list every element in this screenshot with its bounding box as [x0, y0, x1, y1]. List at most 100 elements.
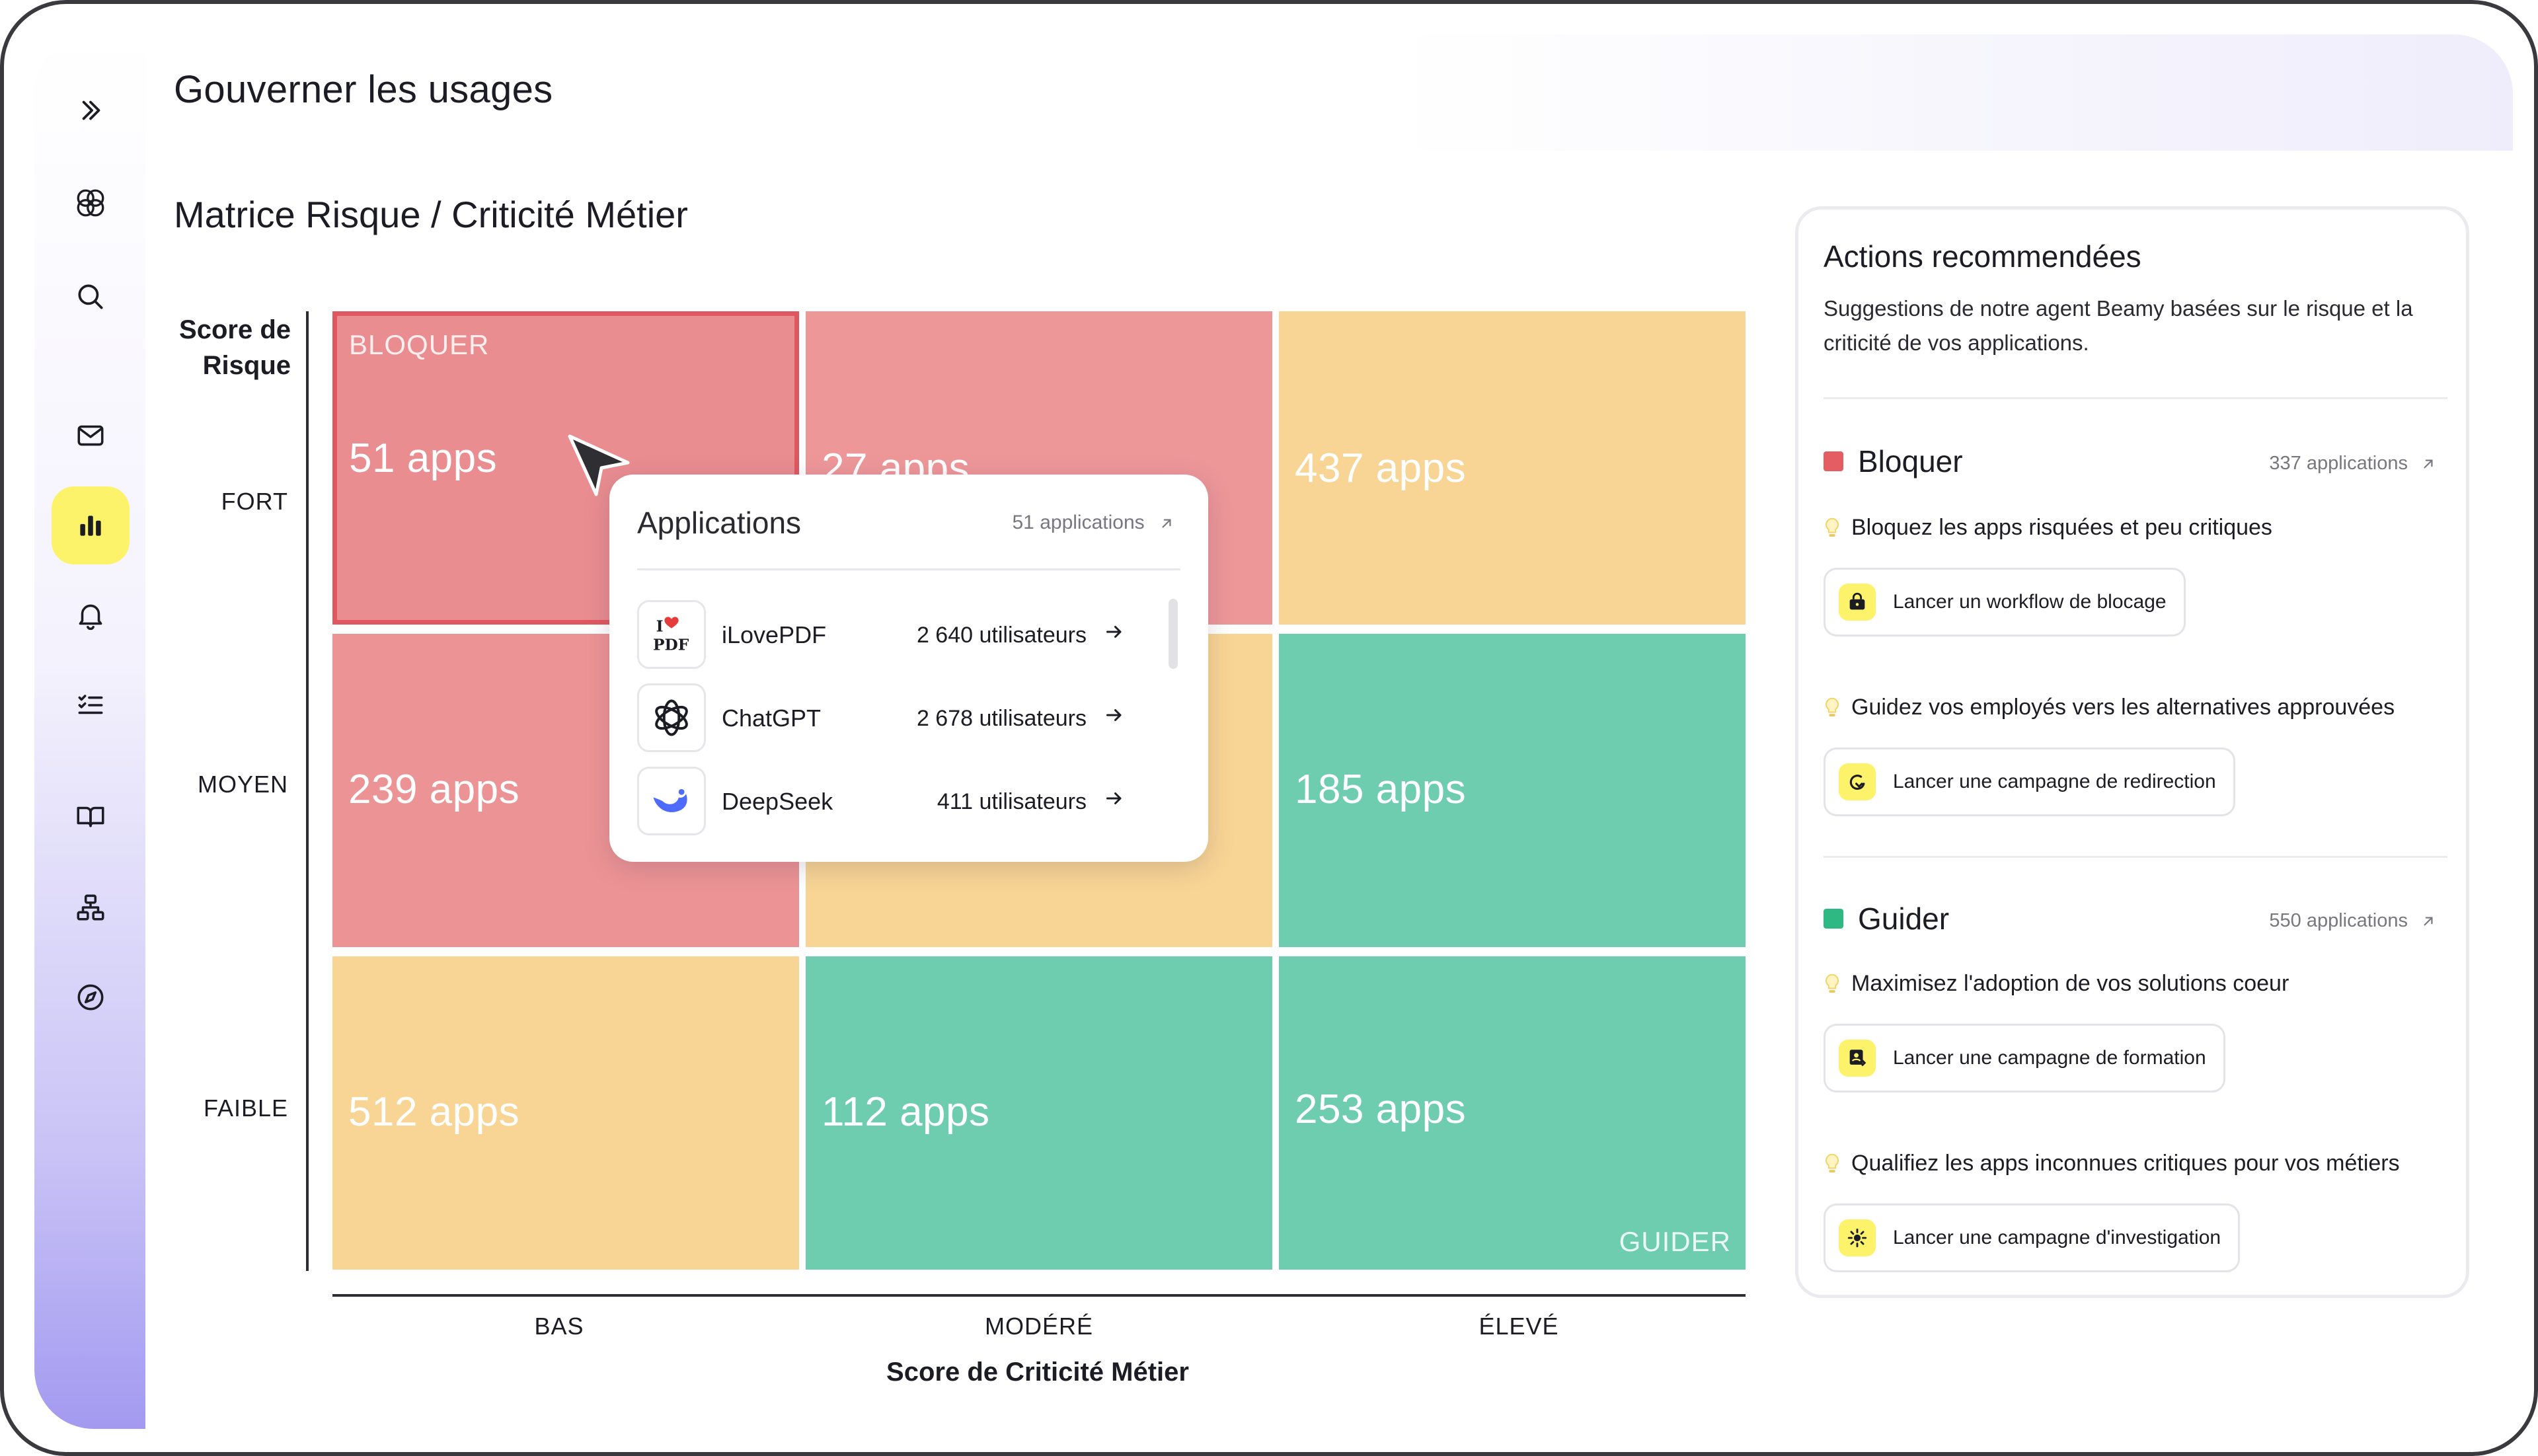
- beamy-logo-icon: [77, 189, 104, 217]
- guider-color-dot: [1824, 909, 1843, 929]
- tip-text: Bloquez les apps risquées et peu critiqu…: [1851, 515, 2272, 540]
- x-tick-modere: MODÉRÉ: [984, 1313, 1093, 1340]
- matrix-title: Matrice Risque / Criticité Métier: [174, 194, 688, 235]
- x-tick-eleve: ÉLEVÉ: [1479, 1313, 1559, 1340]
- app-users: 2 678 utilisateurs: [916, 706, 1087, 731]
- ilovepdf-logo-icon: I PDF: [637, 600, 706, 669]
- cell-count: 239 apps: [348, 767, 520, 812]
- applications-popup: Applications 51 applications I PDF iLove…: [609, 475, 1208, 862]
- app-row-deepseek[interactable]: DeepSeek 411 utilisateurs: [637, 767, 1146, 835]
- x-axis-line: [332, 1294, 1746, 1297]
- y-tick-moyen: MOYEN: [197, 771, 288, 798]
- arrow-up-right-icon: [1162, 519, 1171, 528]
- lightbulb-icon: [1826, 517, 1839, 537]
- corner-label-guider: GUIDER: [1619, 1226, 1731, 1257]
- popup-scrollbar[interactable]: [1169, 599, 1178, 669]
- app-name: ChatGPT: [722, 705, 822, 732]
- svg-text:I: I: [656, 617, 664, 635]
- cell-count: 51 apps: [349, 436, 498, 481]
- section-bloquer-header: Bloquer: [1824, 443, 1963, 479]
- y-axis-label: Score de Risque: [100, 312, 291, 383]
- section-count: 550 applications: [2269, 910, 2408, 931]
- nav-notifications[interactable]: [52, 576, 130, 654]
- recommended-actions-panel: Actions recommendées Suggestions de notr…: [1795, 206, 2469, 1298]
- y-axis-line: [306, 311, 309, 1271]
- launch-blocking-workflow-button[interactable]: Lancer un workflow de blocage: [1824, 568, 2186, 636]
- x-axis-label: Score de Criticité Métier: [886, 1358, 1189, 1387]
- tip-text: Guidez vos employés vers les alternative…: [1851, 695, 2395, 720]
- section-bloquer-count-link[interactable]: 337 applications: [2269, 453, 2437, 475]
- search-icon: [78, 284, 103, 309]
- y-tick-fort: FORT: [221, 488, 288, 515]
- tip: Guidez vos employés vers les alternative…: [1824, 695, 2395, 720]
- y-axis-label-line1: Score de: [179, 315, 291, 344]
- lightbulb-icon: [1826, 1153, 1839, 1172]
- briefcase-lock-icon: [1839, 584, 1876, 621]
- cell-count: 437 apps: [1295, 445, 1467, 491]
- cell-faible-modere[interactable]: 112 apps: [806, 956, 1272, 1270]
- tip: Qualifiez les apps inconnues critiques p…: [1824, 1151, 2400, 1176]
- chatgpt-logo-icon: [637, 683, 706, 752]
- lightbulb-icon: [1826, 974, 1839, 993]
- launch-training-campaign-button[interactable]: Lancer une campagne de formation: [1824, 1024, 2225, 1092]
- book-icon: [77, 806, 104, 827]
- bell-icon: [79, 604, 102, 631]
- tip: Maximisez l'adoption de vos solutions co…: [1824, 971, 2289, 997]
- popup-count-link[interactable]: 51 applications: [1013, 512, 1176, 534]
- app-row-ilovepdf[interactable]: I PDF iLovePDF 2 640 utilisateurs: [637, 600, 1146, 669]
- tip-text: Qualifiez les apps inconnues critiques p…: [1851, 1151, 2400, 1176]
- sparkle-icon: [1839, 1219, 1876, 1256]
- cell-count: 185 apps: [1295, 767, 1467, 812]
- panel-title: Actions recommendées: [1824, 239, 2141, 274]
- app-users: 411 utilisateurs: [937, 789, 1087, 814]
- section-guider-header: Guider: [1824, 901, 1949, 937]
- training-icon: [1839, 1040, 1876, 1077]
- button-label: Lancer une campagne d'investigation: [1893, 1227, 2221, 1248]
- expand-sidebar-button[interactable]: [52, 71, 130, 149]
- launch-redirection-campaign-button[interactable]: Lancer une campagne de redirection: [1824, 747, 2235, 816]
- compass-icon: [77, 984, 104, 1011]
- arrow-right-icon: [1106, 626, 1122, 638]
- cell-count: 512 apps: [348, 1089, 520, 1135]
- nav-explore[interactable]: [52, 958, 130, 1036]
- popup-count: 51 applications: [1012, 512, 1145, 533]
- cell-fort-eleve[interactable]: 437 apps: [1279, 311, 1746, 625]
- arrow-right-icon: [1106, 792, 1122, 804]
- app-users: 2 640 utilisateurs: [916, 623, 1087, 648]
- popup-divider: [637, 568, 1180, 570]
- arrow-up-right-icon: [2424, 459, 2433, 468]
- popup-title: Applications: [637, 506, 802, 540]
- tip-text: Maximisez l'adoption de vos solutions co…: [1851, 971, 2289, 996]
- tip: Bloquez les apps risquées et peu critiqu…: [1824, 515, 2272, 541]
- chevrons-right-icon: [82, 100, 100, 120]
- app-row-chatgpt[interactable]: ChatGPT 2 678 utilisateurs: [637, 683, 1146, 752]
- y-tick-faible: FAIBLE: [203, 1094, 288, 1122]
- nav-catalog[interactable]: [52, 777, 130, 855]
- nav-tasks[interactable]: [52, 666, 130, 744]
- mouse-cursor-icon: [568, 434, 630, 496]
- org-chart-icon: [77, 894, 104, 921]
- mail-icon: [77, 425, 104, 446]
- nav-search[interactable]: [52, 258, 130, 336]
- deepseek-logo-icon: [637, 767, 706, 835]
- nav-analytics[interactable]: [52, 486, 130, 564]
- cell-moyen-eleve[interactable]: 185 apps: [1279, 634, 1746, 947]
- x-tick-bas: BAS: [534, 1313, 584, 1340]
- app-name: DeepSeek: [722, 788, 833, 815]
- launch-investigation-campaign-button[interactable]: Lancer une campagne d'investigation: [1824, 1204, 2241, 1272]
- nav-inbox[interactable]: [52, 397, 130, 475]
- nav-organization[interactable]: [52, 868, 130, 946]
- logo-button[interactable]: [52, 164, 130, 242]
- arrow-up-right-icon: [2424, 917, 2433, 925]
- bar-chart-icon: [80, 516, 101, 536]
- panel-divider: [1824, 856, 2447, 858]
- y-axis-label-line2: Risque: [202, 351, 291, 380]
- cell-faible-bas[interactable]: 512 apps: [332, 956, 799, 1270]
- cell-faible-eleve[interactable]: 253 apps GUIDER: [1279, 956, 1746, 1270]
- button-label: Lancer un workflow de blocage: [1893, 591, 2167, 613]
- bloquer-color-dot: [1824, 451, 1843, 471]
- arrow-right-icon: [1106, 709, 1122, 721]
- section-guider-count-link[interactable]: 550 applications: [2269, 910, 2437, 932]
- panel-divider: [1824, 397, 2447, 399]
